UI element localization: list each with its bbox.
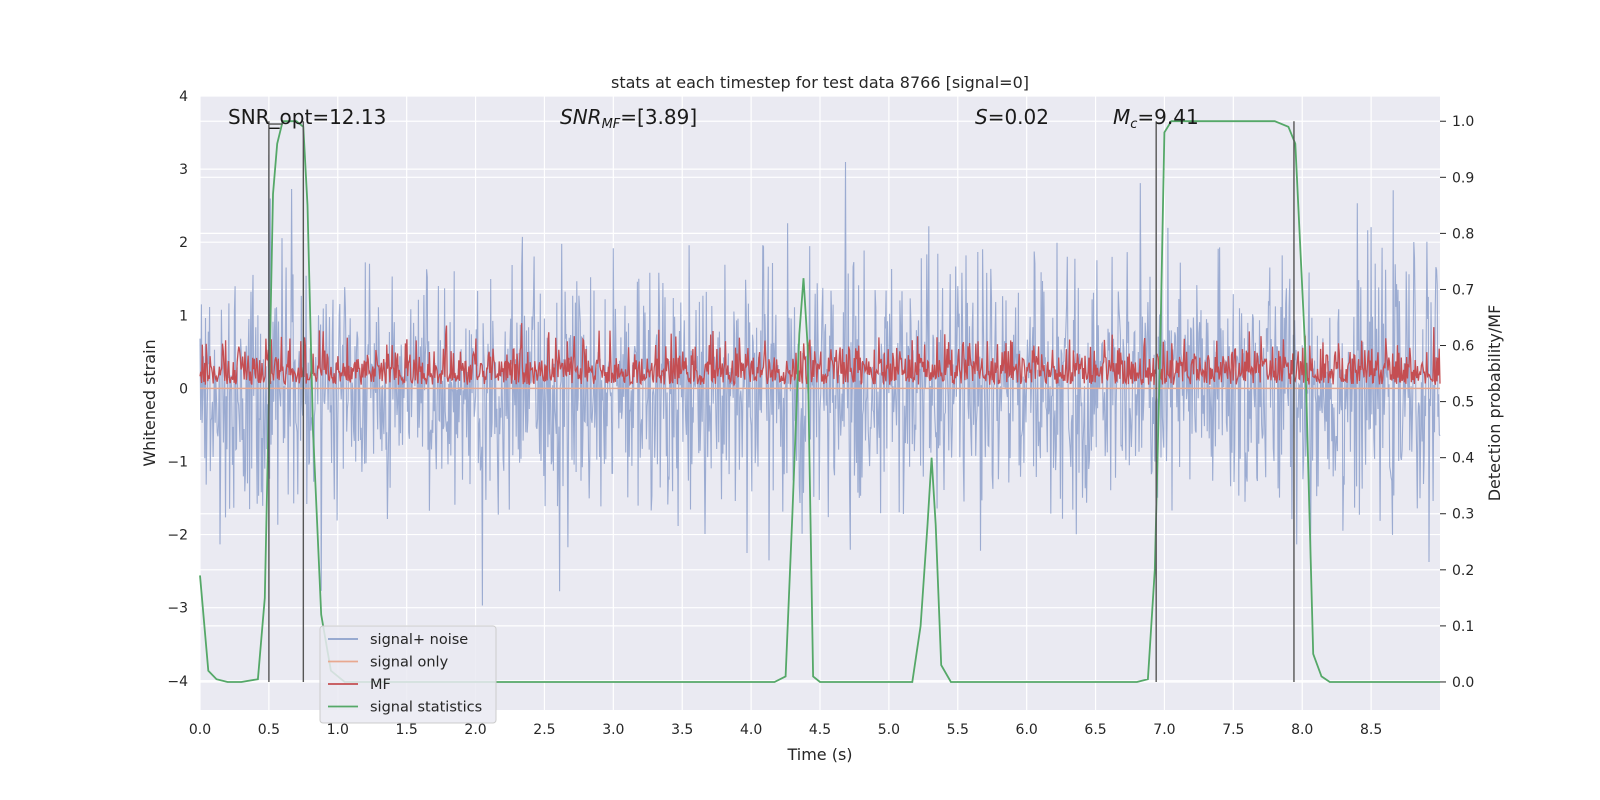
legend: signal+ noise signal only MF signal statist…	[319, 625, 497, 724]
x-tick-label: 2.0	[464, 722, 486, 738]
x-tick-label: 5.0	[878, 722, 900, 738]
mf-line	[199, 323, 1441, 387]
x-tick-label: 4.5	[809, 722, 831, 738]
y-right-tick-label: 0.9	[1452, 170, 1474, 186]
x-tick-label: 0.0	[189, 722, 211, 738]
mc-rest: =9.41	[1137, 105, 1198, 129]
s-main: S	[975, 105, 988, 129]
y-right-tick-label: 1.0	[1452, 114, 1474, 130]
signal-statistics-series	[199, 120, 1440, 683]
snr-mf-sub: MF	[602, 117, 621, 132]
y-right-axis-ticks: 1.0 0.9 0.8 0.7 0.6 0.5 0.4 0.3 0.2 0.1 0.0	[1440, 114, 1474, 691]
y-right-tick-label: 0.0	[1452, 675, 1474, 691]
x-tick-label: 3.0	[602, 722, 624, 738]
y-right-tick-label: 0.3	[1452, 507, 1474, 523]
y-right-tick-label: 0.5	[1452, 395, 1474, 411]
y-left-tick-label: 4	[179, 89, 188, 105]
x-tick-label: 6.0	[1016, 722, 1038, 738]
x-axis-label: Time (s)	[786, 745, 852, 764]
y-right-tick-label: 0.1	[1452, 619, 1474, 635]
y-left-tick-label: 0	[179, 381, 188, 397]
x-tick-label: 1.5	[396, 722, 418, 738]
x-tick-label: 3.5	[671, 722, 693, 738]
y-right-tick-label: 0.6	[1452, 339, 1474, 355]
y-right-axis-label: Detection probability/MF	[1485, 305, 1504, 502]
x-tick-label: 2.5	[533, 722, 555, 738]
legend-box	[319, 625, 497, 724]
signal-statistics-line	[199, 120, 1440, 683]
snr-opt-annotation: SNR_opt=12.13	[228, 105, 386, 129]
y-left-tick-label: −1	[167, 454, 188, 470]
y-left-axis-ticks: 4 3 2 1 0 −1 −2 −3 −4	[167, 89, 188, 690]
x-axis-ticks: 0.0 0.5 1.0 1.5 2.0 2.5 3.0 3.5 4.0 4.5 5.0 5.5 6.0 6…	[189, 722, 1382, 738]
snr-mf-annotation: SNRMF=[3.89]	[560, 105, 697, 132]
y-right-tick-label: 0.2	[1452, 563, 1474, 579]
y-left-axis-label: Whitened strain	[140, 339, 159, 466]
x-tick-label: 4.0	[740, 722, 762, 738]
x-tick-label: 6.5	[1084, 722, 1106, 738]
x-tick-label: 1.0	[327, 722, 349, 738]
chart-title: stats at each timestep for test data 876…	[611, 73, 1029, 92]
legend-label: signal statistics	[370, 700, 482, 716]
y-left-tick-label: −3	[167, 601, 188, 617]
y-left-tick-label: −4	[167, 674, 188, 690]
x-tick-label: 7.5	[1222, 722, 1244, 738]
legend-label: signal+ noise	[370, 632, 468, 648]
legend-label: signal only	[370, 655, 449, 671]
y-right-tick-label: 0.7	[1452, 282, 1474, 298]
x-tick-label: 5.5	[947, 722, 969, 738]
snr-mf-main: SNR	[560, 105, 602, 129]
x-tick-label: 7.0	[1153, 722, 1175, 738]
mc-sub: c	[1130, 117, 1137, 132]
x-tick-label: 8.0	[1291, 722, 1313, 738]
y-left-tick-label: 1	[179, 308, 188, 324]
y-left-tick-label: −2	[167, 528, 188, 544]
y-right-tick-label: 0.8	[1452, 226, 1474, 242]
x-tick-label: 8.5	[1360, 722, 1382, 738]
x-tick-label: 0.5	[258, 722, 280, 738]
snr-mf-rest: =[3.89]	[620, 105, 697, 129]
y-left-tick-label: 2	[179, 235, 188, 251]
s-rest: =0.02	[988, 105, 1049, 129]
mc-main: M	[1113, 105, 1130, 129]
marker-lines	[268, 121, 1295, 682]
y-right-tick-label: 0.4	[1452, 451, 1474, 467]
s-annotation: S=0.02	[975, 105, 1049, 129]
y-left-tick-label: 3	[179, 162, 188, 178]
legend-label: MF	[370, 677, 391, 693]
mc-annotation: Mc=9.41	[1113, 105, 1199, 132]
mf-series	[199, 323, 1441, 387]
